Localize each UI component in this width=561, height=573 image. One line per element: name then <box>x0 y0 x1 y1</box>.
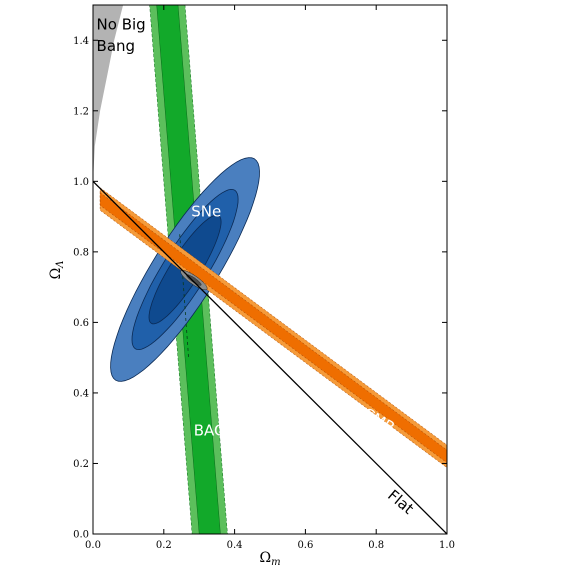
y-tick-label: 1.0 <box>73 177 89 188</box>
plot-frame <box>92 4 448 535</box>
x-tick-label: 0.0 <box>85 540 101 551</box>
label-flat: Flat <box>384 486 417 518</box>
x-tick-label: 0.8 <box>368 540 384 551</box>
y-tick-label: 1.2 <box>73 106 89 117</box>
label-bao: BAO <box>194 421 226 439</box>
label-no-big-bang-line2: Bang <box>97 37 136 55</box>
y-tick-label: 0.0 <box>73 530 89 541</box>
x-axis-title: Ωm <box>259 550 280 568</box>
y-tick-label: 0.2 <box>73 459 89 470</box>
y-axis-title: ΩΛ <box>48 261 66 280</box>
x-tick-label: 0.2 <box>156 540 172 551</box>
y-tick-label: 0.6 <box>73 318 89 329</box>
plot-regions <box>93 5 447 534</box>
y-tick-label: 0.8 <box>73 247 89 258</box>
y-tick-label: 0.4 <box>73 388 89 399</box>
label-no-big-bang-line1: No Big <box>97 16 146 34</box>
axis-ticks: 0.0 0.2 0.4 0.6 0.8 1.0 0.0 0.2 0.4 0.6 0.8 1.0 1.2 1… <box>73 5 455 551</box>
flat-line <box>93 180 447 534</box>
y-tick-label: 1.4 <box>73 36 89 47</box>
x-tick-label: 0.6 <box>297 540 313 551</box>
label-sne: SNe <box>191 203 221 221</box>
region-no-big-bang <box>93 5 124 182</box>
cmb-band-level-2 <box>99 192 447 464</box>
x-tick-label: 1.0 <box>439 540 455 551</box>
x-tick-label: 0.4 <box>227 540 243 551</box>
